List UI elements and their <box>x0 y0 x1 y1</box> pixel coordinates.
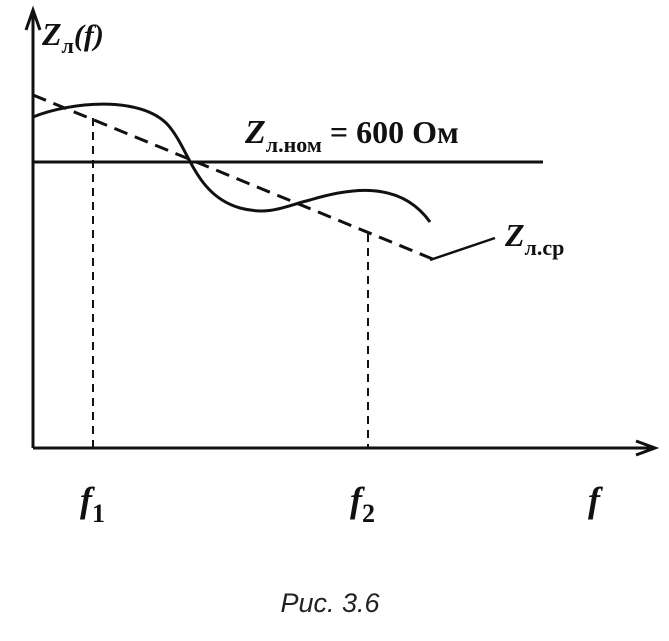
subscript: л.ном <box>266 132 322 157</box>
f2-label: f2 <box>350 480 375 528</box>
average-label: Zл.ср <box>504 217 564 260</box>
x-arrow <box>635 439 660 457</box>
rest: = 600 Ом <box>330 114 459 150</box>
symbol: Z <box>504 217 525 253</box>
axes <box>24 5 660 457</box>
symbol: Z <box>41 16 62 52</box>
symbol: Z <box>244 114 266 151</box>
leader-line <box>429 236 496 262</box>
impedance-curve <box>32 102 432 223</box>
x-axis-label: f <box>588 480 603 520</box>
subscript: 2 <box>362 499 375 528</box>
f1-label: f1 <box>80 480 105 528</box>
y-axis-label: Zл(f) <box>41 16 104 58</box>
subscript: 1 <box>92 499 105 528</box>
suffix: (f) <box>74 19 104 52</box>
y-arrow <box>24 5 42 31</box>
average-line <box>32 93 441 264</box>
subscript: л.ср <box>525 235 565 260</box>
caption: Рис. 3.6 <box>280 588 380 618</box>
nominal-label: Zл.ном = 600 Ом <box>244 114 459 157</box>
symbol: f <box>80 480 95 520</box>
symbol: f <box>350 480 365 520</box>
subscript: л <box>62 33 74 58</box>
